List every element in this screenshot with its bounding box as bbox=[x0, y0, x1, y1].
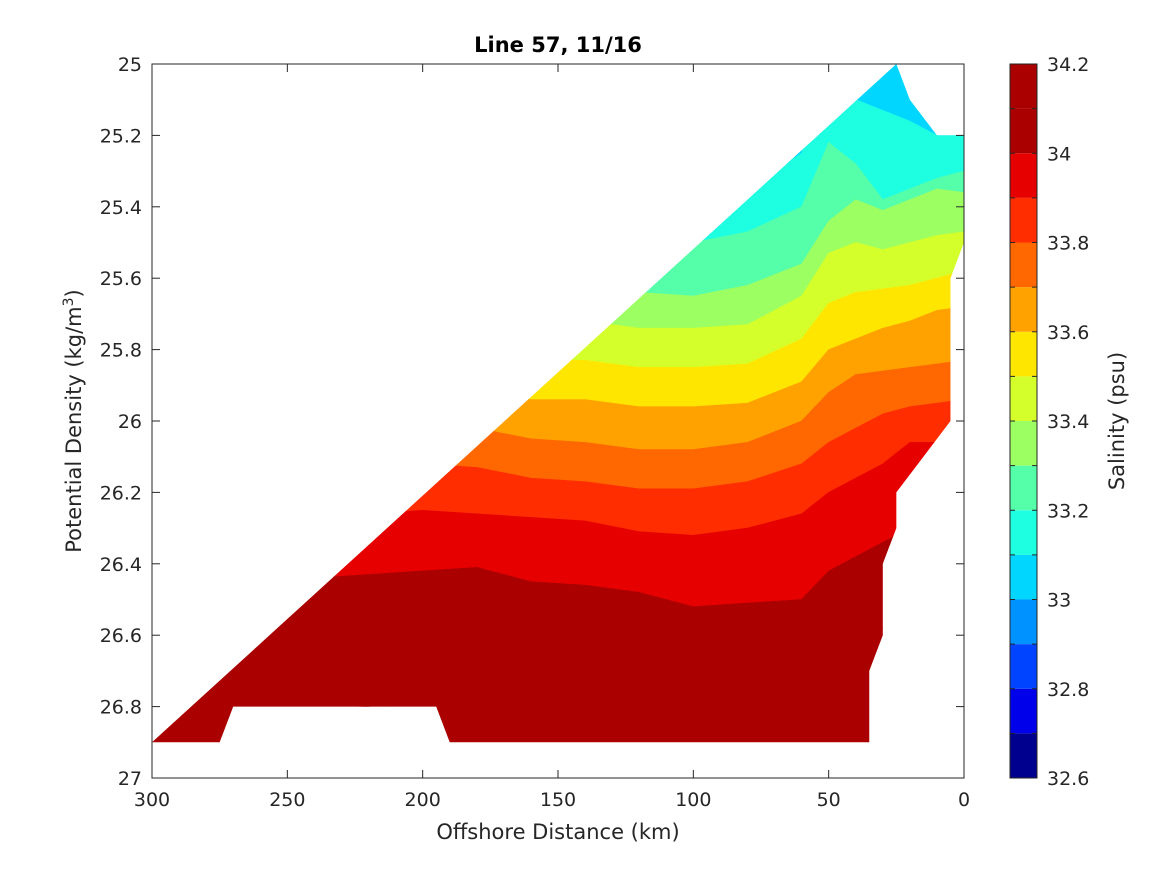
colorbar-tick-label: 33 bbox=[1047, 590, 1071, 612]
colorbar-tick-label: 32.6 bbox=[1047, 768, 1089, 790]
colorbar-tick-label: 32.8 bbox=[1047, 679, 1089, 701]
y-tick-label: 25.2 bbox=[100, 125, 142, 147]
colorbar: 32.6 32.8 33 33.2 33.4 33.6 33.8 34 34.2 bbox=[1009, 54, 1089, 790]
y-tick-label: 26.4 bbox=[100, 554, 142, 576]
y-axis-label-superscript: 3 bbox=[61, 297, 77, 306]
contour-fill-layer bbox=[152, 64, 964, 743]
colorbar-segment bbox=[1010, 197, 1037, 243]
y-axis-label-main: Potential Density (kg/m bbox=[62, 306, 86, 552]
plot-area: 300 250 200 150 100 50 0 2525.225.425.625.8262… bbox=[100, 54, 970, 811]
x-axis: 300 250 200 150 100 50 0 bbox=[134, 64, 970, 811]
colorbar-segment bbox=[1010, 599, 1037, 645]
colorbar-segment bbox=[1010, 644, 1037, 689]
x-tick-label: 250 bbox=[269, 789, 305, 811]
colorbar-axis: 32.6 32.8 33 33.2 33.4 33.6 33.8 34 34.2 bbox=[1010, 54, 1089, 790]
colorbar-tick-label: 33.6 bbox=[1047, 322, 1089, 344]
colorbar-segment bbox=[1010, 331, 1037, 377]
x-tick-label: 0 bbox=[958, 789, 970, 811]
y-tick-label: 26 bbox=[118, 411, 142, 433]
colorbar-tick-label: 34 bbox=[1047, 143, 1071, 165]
colorbar-segment bbox=[1010, 64, 1037, 109]
x-tick-label: 100 bbox=[675, 789, 711, 811]
colorbar-tick-label: 33.2 bbox=[1047, 500, 1089, 522]
y-tick-label: 25.4 bbox=[100, 197, 142, 219]
colorbar-segment bbox=[1010, 465, 1037, 511]
colorbar-segment bbox=[1010, 376, 1037, 421]
y-tick-label: 27 bbox=[118, 768, 142, 790]
y-tick-label: 25.6 bbox=[100, 268, 142, 290]
x-tick-label: 150 bbox=[540, 789, 576, 811]
y-tick-label: 25.8 bbox=[100, 340, 142, 362]
colorbar-tick-label: 33.4 bbox=[1047, 411, 1089, 433]
colorbar-segments bbox=[1010, 64, 1037, 778]
colorbar-tick-label: 34.2 bbox=[1047, 54, 1089, 76]
contour-band bbox=[152, 620, 964, 743]
colorbar-segment bbox=[1010, 510, 1037, 555]
colorbar-tick-label: 33.8 bbox=[1047, 233, 1089, 255]
y-axis-label: Potential Density (kg/m3) bbox=[61, 289, 86, 553]
y-axis: 25 25.2 25.4 25.6 25.8 26 26.2 26.4 26.6 26.8 27 bbox=[100, 54, 964, 790]
colorbar-segment bbox=[1010, 421, 1037, 466]
colorbar-segment bbox=[1010, 108, 1037, 154]
colorbar-segment bbox=[1010, 287, 1037, 332]
x-tick-label: 200 bbox=[405, 789, 441, 811]
y-tick-label: 26.8 bbox=[100, 697, 142, 719]
y-tick-label: 26.2 bbox=[100, 482, 142, 504]
colorbar-segment bbox=[1010, 153, 1037, 198]
x-tick-label: 50 bbox=[817, 789, 841, 811]
y-tick-label: 26.6 bbox=[100, 625, 142, 647]
colorbar-segment bbox=[1010, 242, 1037, 288]
colorbar-segment bbox=[1010, 733, 1037, 778]
colorbar-label: Salinity (psu) bbox=[1105, 352, 1129, 490]
chart-title: Line 57, 11/16 bbox=[474, 33, 642, 57]
y-axis-label-suffix: ) bbox=[62, 289, 86, 297]
x-tick-label: 300 bbox=[134, 789, 170, 811]
colorbar-segment bbox=[1010, 688, 1037, 734]
colorbar-segment bbox=[1010, 554, 1037, 600]
y-tick-label: 25 bbox=[118, 54, 142, 76]
x-axis-label: Offshore Distance (km) bbox=[436, 820, 679, 844]
